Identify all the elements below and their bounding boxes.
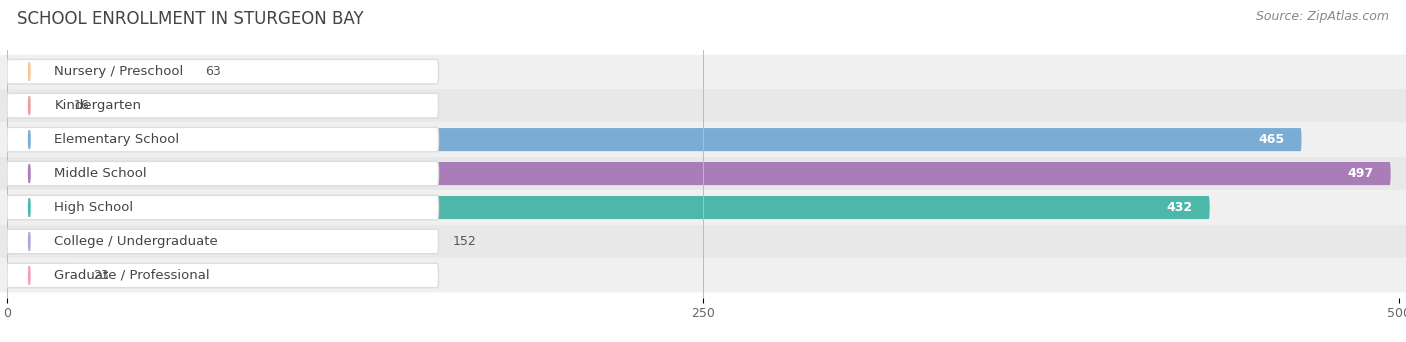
Text: 16: 16 xyxy=(75,99,90,112)
Text: 23: 23 xyxy=(93,269,110,282)
FancyBboxPatch shape xyxy=(7,263,439,288)
Text: College / Undergraduate: College / Undergraduate xyxy=(55,235,218,248)
FancyBboxPatch shape xyxy=(0,259,1406,292)
Text: Middle School: Middle School xyxy=(55,167,148,180)
FancyBboxPatch shape xyxy=(7,161,439,186)
Text: SCHOOL ENROLLMENT IN STURGEON BAY: SCHOOL ENROLLMENT IN STURGEON BAY xyxy=(17,10,364,28)
FancyBboxPatch shape xyxy=(0,55,1406,89)
FancyBboxPatch shape xyxy=(7,128,1302,151)
FancyBboxPatch shape xyxy=(7,230,430,253)
FancyBboxPatch shape xyxy=(7,60,183,83)
Text: 152: 152 xyxy=(453,235,477,248)
Text: 465: 465 xyxy=(1258,133,1285,146)
Text: Nursery / Preschool: Nursery / Preschool xyxy=(55,65,184,78)
FancyBboxPatch shape xyxy=(0,190,1406,224)
FancyBboxPatch shape xyxy=(0,123,1406,157)
FancyBboxPatch shape xyxy=(7,60,439,84)
Circle shape xyxy=(28,266,30,285)
Text: 497: 497 xyxy=(1348,167,1374,180)
FancyBboxPatch shape xyxy=(7,94,52,117)
Text: 432: 432 xyxy=(1167,201,1192,214)
Circle shape xyxy=(28,96,30,115)
Circle shape xyxy=(28,63,30,81)
Circle shape xyxy=(28,165,30,183)
Circle shape xyxy=(28,198,30,217)
FancyBboxPatch shape xyxy=(0,157,1406,190)
Text: 63: 63 xyxy=(205,65,221,78)
FancyBboxPatch shape xyxy=(7,195,439,220)
Circle shape xyxy=(28,130,30,149)
FancyBboxPatch shape xyxy=(7,196,1209,219)
Text: Source: ZipAtlas.com: Source: ZipAtlas.com xyxy=(1256,10,1389,23)
FancyBboxPatch shape xyxy=(0,89,1406,123)
Text: Graduate / Professional: Graduate / Professional xyxy=(55,269,209,282)
Text: Kindergarten: Kindergarten xyxy=(55,99,142,112)
FancyBboxPatch shape xyxy=(7,127,439,152)
FancyBboxPatch shape xyxy=(7,162,1391,185)
Text: High School: High School xyxy=(55,201,134,214)
FancyBboxPatch shape xyxy=(7,93,439,118)
Circle shape xyxy=(28,232,30,251)
FancyBboxPatch shape xyxy=(7,264,72,287)
FancyBboxPatch shape xyxy=(0,224,1406,259)
Text: Elementary School: Elementary School xyxy=(55,133,180,146)
FancyBboxPatch shape xyxy=(7,229,439,254)
